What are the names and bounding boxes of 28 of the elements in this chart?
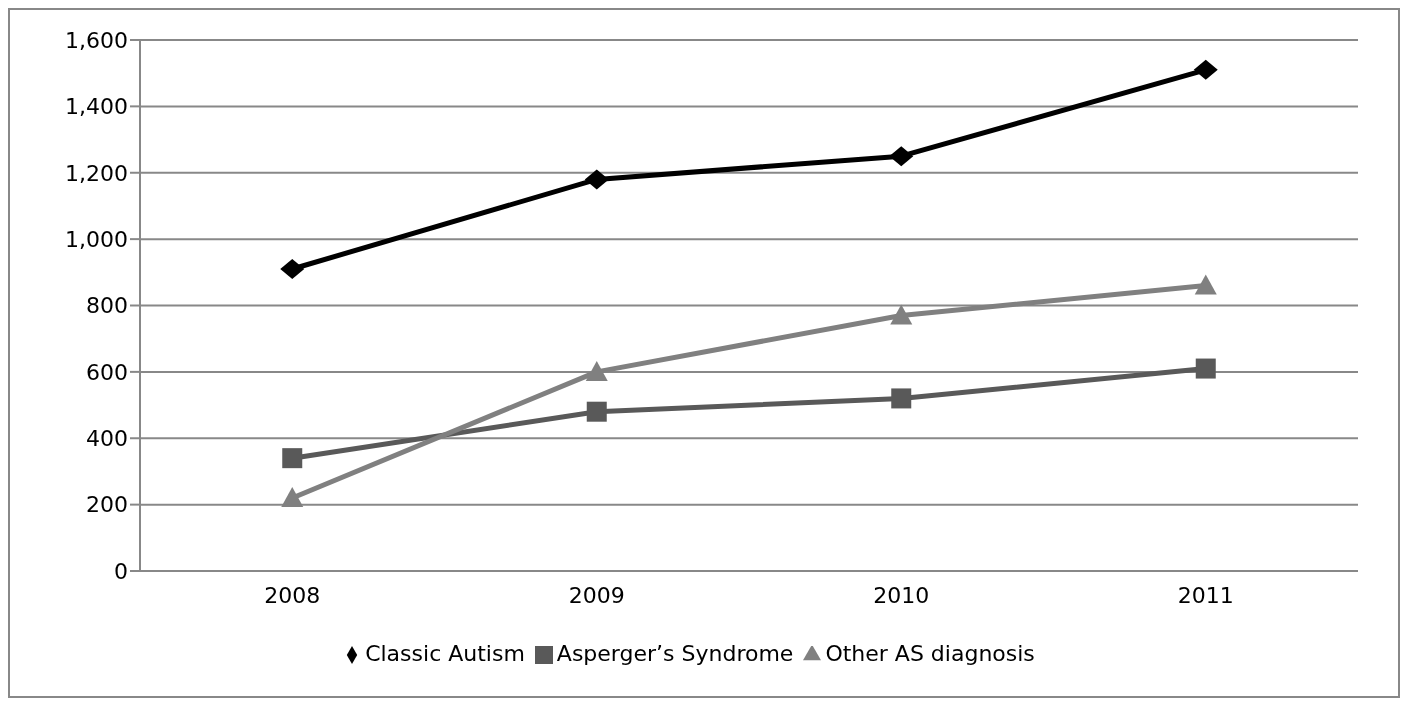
point — [889, 146, 914, 167]
point — [281, 486, 304, 507]
y-tick-label: 1,600 — [65, 27, 128, 53]
y-tick-label: 800 — [86, 293, 128, 319]
x-tick-label: 2011 — [1177, 582, 1234, 608]
point — [280, 258, 305, 279]
y-tick-label: 1,200 — [65, 160, 128, 186]
point — [585, 360, 608, 381]
y-tick-label: 200 — [86, 492, 128, 518]
y-tick-label: 1,000 — [65, 226, 128, 252]
point — [584, 169, 609, 190]
point — [891, 388, 912, 409]
point — [586, 401, 607, 422]
legend-label: Classic Autism — [365, 641, 525, 666]
point — [1194, 274, 1217, 295]
point — [1195, 358, 1216, 379]
legend-label: Asperger’s Syndrome — [556, 641, 794, 666]
legend-label: Other AS diagnosis — [825, 641, 1035, 666]
point — [890, 304, 913, 325]
y-tick-label: 600 — [86, 359, 128, 385]
point — [282, 448, 303, 469]
x-tick-label: 2010 — [873, 582, 930, 608]
x-tick-label: 2009 — [568, 582, 625, 608]
point — [1193, 59, 1218, 80]
y-tick-label: 1,400 — [65, 94, 128, 120]
x-tick-label: 2008 — [264, 582, 321, 608]
y-tick-label: 400 — [86, 426, 128, 452]
y-tick-label: 0 — [114, 558, 128, 584]
